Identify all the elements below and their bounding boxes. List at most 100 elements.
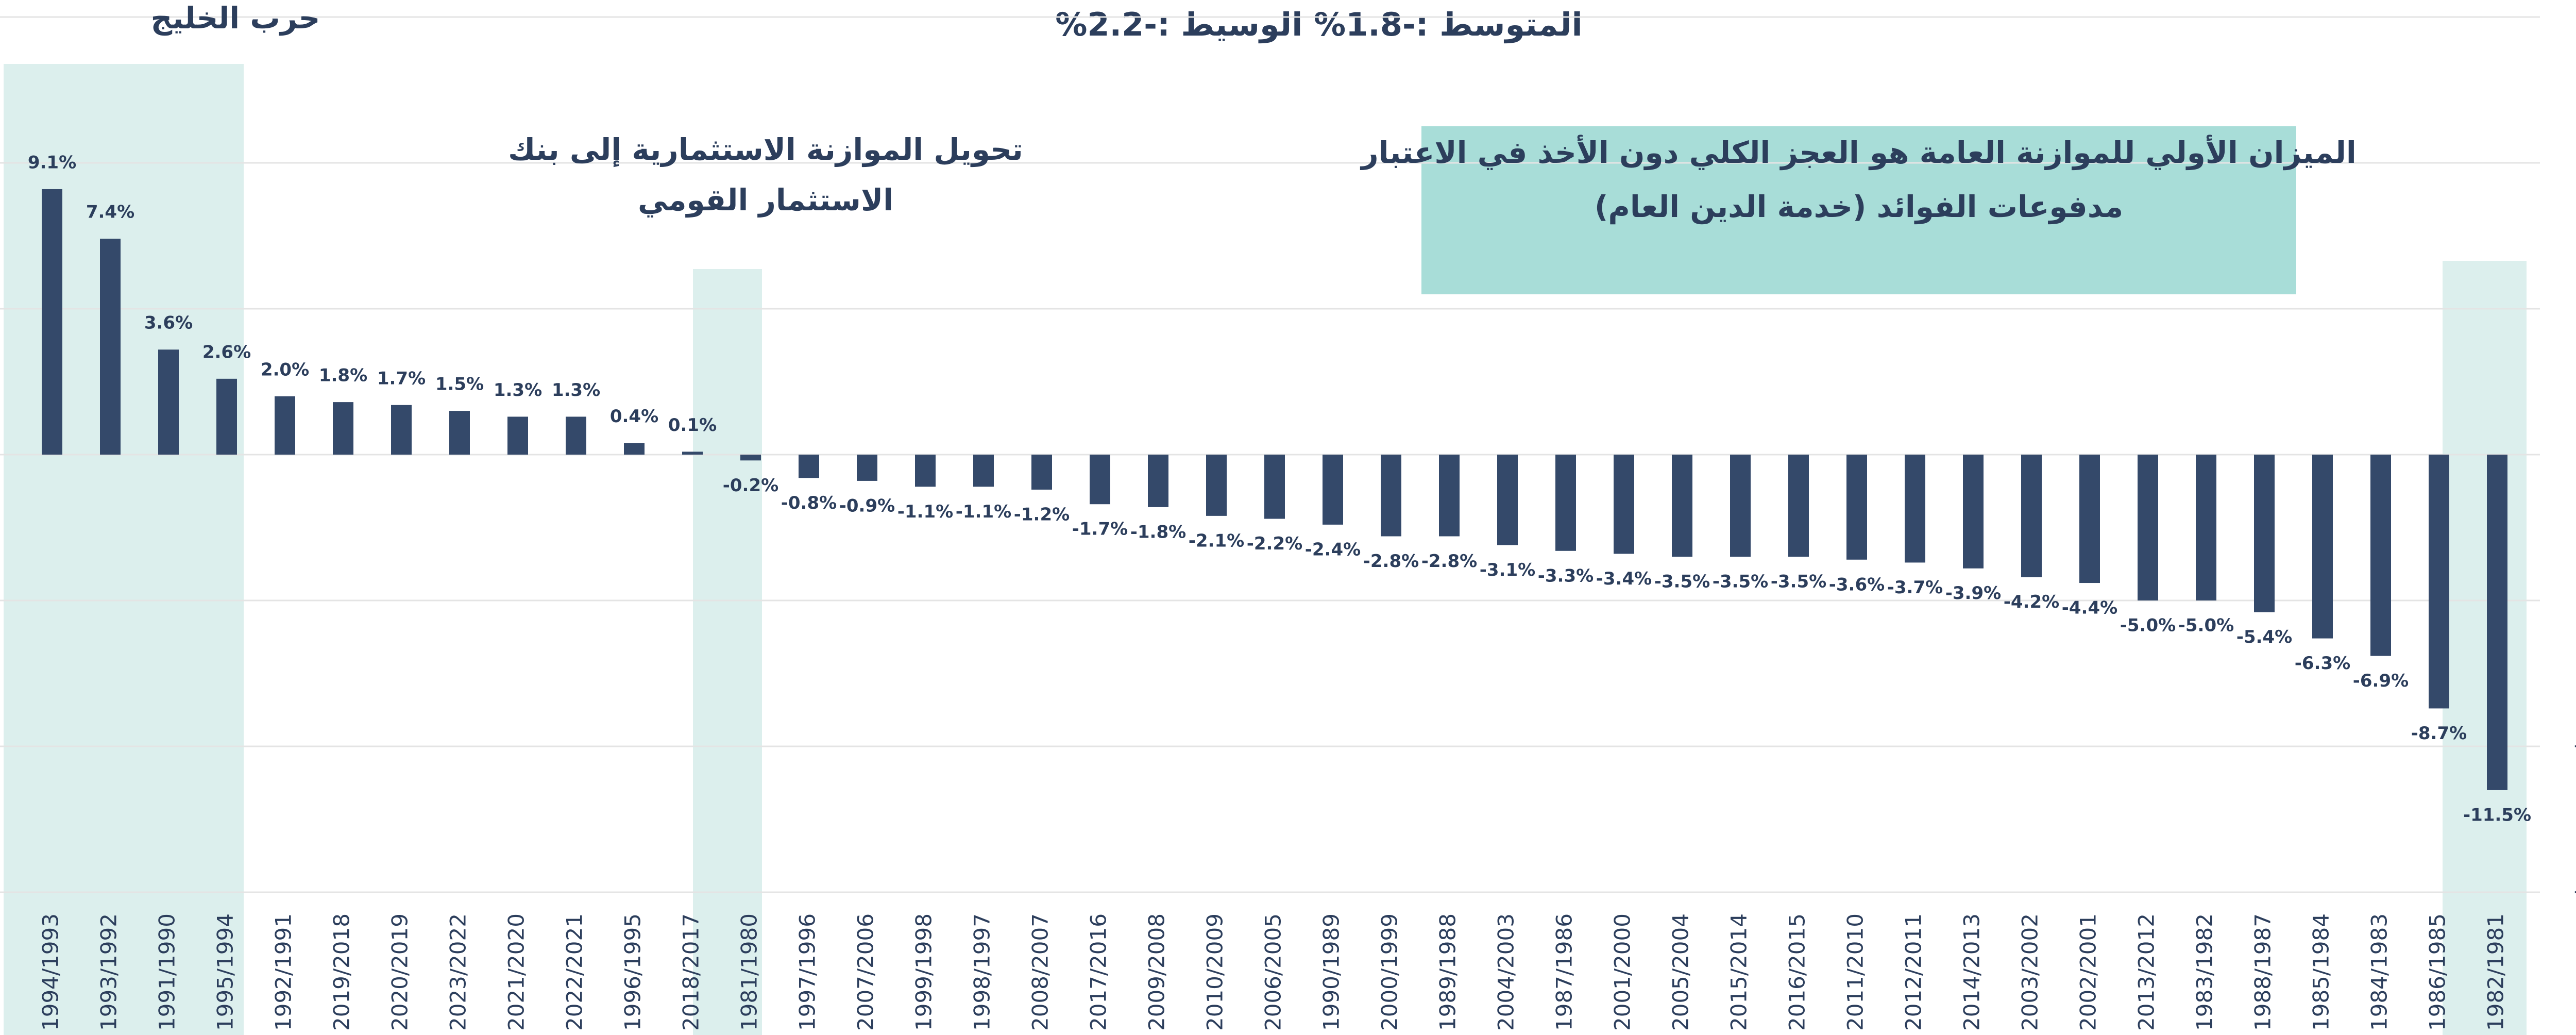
x-tick-label: 1991/1990 bbox=[155, 913, 180, 1031]
x-tick-label: 1994/1993 bbox=[38, 913, 63, 1031]
value-label: 1.5% bbox=[435, 374, 484, 395]
bar bbox=[2487, 455, 2507, 790]
bar bbox=[1090, 455, 1110, 504]
value-label: 1.7% bbox=[377, 368, 426, 389]
value-label: -0.2% bbox=[723, 475, 778, 496]
bar bbox=[1031, 455, 1052, 490]
value-label: -3.6% bbox=[1829, 574, 1885, 595]
x-tick-label: 2009/2008 bbox=[1144, 913, 1170, 1031]
value-label: -1.1% bbox=[956, 502, 1011, 522]
value-label: -1.8% bbox=[1130, 522, 1186, 542]
x-tick-label: 1990/1989 bbox=[1319, 913, 1344, 1031]
bar bbox=[1788, 455, 1809, 557]
value-label: -4.2% bbox=[2004, 592, 2059, 612]
bar bbox=[973, 455, 994, 487]
x-tick-label: 1984/1983 bbox=[2367, 913, 2392, 1031]
value-label: -1.2% bbox=[1014, 504, 1070, 525]
annotation: حرب الخليج bbox=[151, 1, 320, 36]
bar bbox=[2312, 455, 2333, 639]
x-tick-label: 2006/2005 bbox=[1261, 913, 1286, 1031]
x-tick-label: 1988/1987 bbox=[2250, 913, 2276, 1031]
bar bbox=[915, 455, 936, 487]
value-label: -6.3% bbox=[2295, 653, 2350, 674]
value-label: -3.1% bbox=[1480, 560, 1535, 580]
bar bbox=[2429, 455, 2449, 708]
x-tick-label: 2016/2015 bbox=[1785, 913, 1810, 1031]
bar bbox=[1497, 455, 1518, 545]
x-tick-label: 2002/2001 bbox=[2076, 913, 2101, 1031]
value-label: -5.0% bbox=[2178, 615, 2234, 636]
value-label: -3.5% bbox=[1771, 572, 1826, 592]
x-tick-label: 2017/2016 bbox=[1086, 913, 1111, 1031]
bar bbox=[2196, 455, 2216, 600]
value-label: -3.5% bbox=[1713, 572, 1768, 592]
value-label: -2.2% bbox=[1247, 533, 1302, 554]
x-tick-label: 2015/2014 bbox=[1726, 913, 1752, 1031]
value-label: 2.0% bbox=[261, 359, 309, 380]
value-label: -0.9% bbox=[839, 495, 895, 516]
annotation: مدفوعات الفوائد (خدمة الدين العام) bbox=[1595, 189, 2123, 225]
x-tick-label: 1996/1995 bbox=[620, 913, 646, 1031]
x-tick-label: 2013/2012 bbox=[2134, 913, 2159, 1031]
x-tick-label: 1995/1994 bbox=[213, 913, 238, 1031]
bar bbox=[1206, 455, 1227, 516]
bar bbox=[100, 239, 121, 455]
x-tick-label: 1985/1984 bbox=[2309, 913, 2334, 1031]
y-tick-label: -15.0% bbox=[2574, 878, 2576, 904]
x-tick-label: 2005/2004 bbox=[1668, 913, 1693, 1031]
x-tick-label: 1999/1998 bbox=[911, 913, 937, 1031]
bar bbox=[275, 396, 295, 455]
x-tick-label: 2004/2003 bbox=[1494, 913, 1519, 1031]
value-label: -3.9% bbox=[1945, 583, 2001, 604]
value-label: 1.3% bbox=[494, 380, 542, 400]
value-label: 9.1% bbox=[28, 152, 76, 173]
x-tick-label: 2023/2022 bbox=[446, 913, 471, 1031]
bar bbox=[2254, 455, 2275, 612]
value-label: -8.7% bbox=[2411, 723, 2467, 744]
x-tick-label: 1982/1981 bbox=[2483, 913, 2509, 1031]
x-tick-label: 2014/2013 bbox=[1959, 913, 1985, 1031]
bar bbox=[2079, 455, 2100, 583]
value-label: -3.7% bbox=[1887, 577, 1943, 598]
value-label: -4.4% bbox=[2062, 598, 2117, 619]
value-label: 1.8% bbox=[319, 365, 367, 386]
bar bbox=[624, 443, 645, 455]
chart-title: المتوسط :-1.8% الوسيط :-2.2% bbox=[1055, 6, 1582, 43]
bar bbox=[1555, 455, 1576, 551]
value-label: -3.4% bbox=[1596, 569, 1652, 589]
x-tick-label: 2011/2010 bbox=[1843, 913, 1868, 1031]
value-label: -6.9% bbox=[2353, 671, 2409, 691]
bar bbox=[1381, 455, 1401, 536]
value-label: 1.3% bbox=[552, 380, 600, 400]
bar bbox=[449, 411, 470, 455]
value-label: 2.6% bbox=[202, 342, 251, 362]
value-label: -2.4% bbox=[1305, 539, 1361, 560]
annotation: الاستثمار القومي bbox=[638, 182, 893, 218]
value-label: 3.6% bbox=[144, 313, 193, 333]
x-tick-label: 2003/2002 bbox=[2018, 913, 2043, 1031]
x-tick-label: 2022/2021 bbox=[562, 913, 587, 1031]
value-label: -5.4% bbox=[2236, 627, 2292, 647]
value-label: -3.3% bbox=[1538, 565, 1594, 586]
x-tick-label: 2000/1999 bbox=[1377, 913, 1402, 1031]
x-tick-label: 2001/2000 bbox=[1610, 913, 1635, 1031]
bar bbox=[391, 405, 412, 455]
bar bbox=[682, 452, 703, 455]
x-tick-label: 1986/1985 bbox=[2425, 913, 2450, 1031]
bar bbox=[1672, 455, 1692, 557]
x-tick-label: 1981/1980 bbox=[737, 913, 762, 1031]
bar bbox=[740, 455, 761, 460]
x-tick-label: 1998/1997 bbox=[970, 913, 995, 1031]
x-tick-label: 2012/2011 bbox=[1901, 913, 1926, 1031]
bar bbox=[2138, 455, 2158, 600]
x-tick-label: 1993/1992 bbox=[96, 913, 122, 1031]
bar bbox=[507, 416, 528, 455]
bar bbox=[566, 416, 586, 455]
x-tick-label: 1989/1988 bbox=[1435, 913, 1461, 1031]
value-label: -5.0% bbox=[2120, 615, 2176, 636]
bar bbox=[1614, 455, 1634, 554]
bar bbox=[857, 455, 877, 481]
x-tick-label: 2020/2019 bbox=[387, 913, 413, 1031]
bar bbox=[1846, 455, 1867, 560]
x-tick-label: 2007/2006 bbox=[853, 913, 878, 1031]
